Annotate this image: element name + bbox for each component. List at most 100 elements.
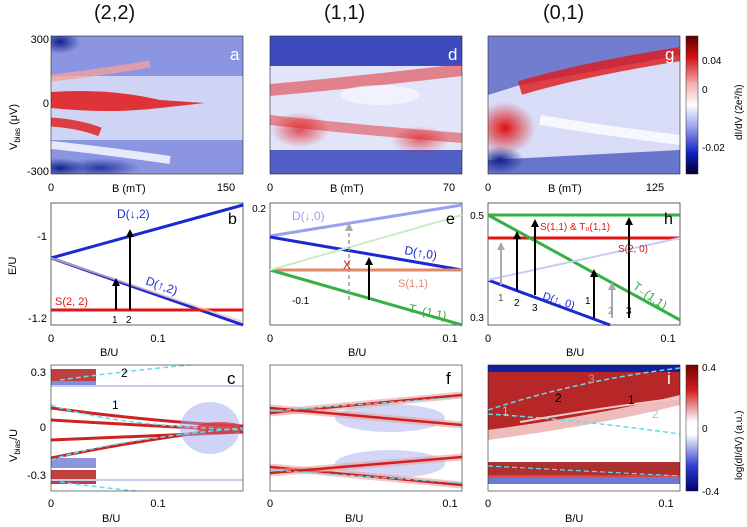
panel-h-arrowhead-g1 bbox=[497, 242, 505, 250]
panel-g-frame bbox=[487, 35, 681, 175]
colorbar-top-tick-004: 0.04 bbox=[702, 56, 722, 67]
panel-b-arrowhead-2 bbox=[126, 229, 134, 237]
panel-a-map bbox=[51, 36, 243, 174]
panel-h-line-dup0 bbox=[487, 278, 611, 327]
panel-d-xtick-70: 70 bbox=[443, 182, 455, 194]
panel-h-label-s11t0: S(1,1) & T₀(1,1) bbox=[540, 222, 610, 233]
panel-h-letter: h bbox=[664, 211, 673, 228]
panel-c-mark-2: 2 bbox=[121, 366, 128, 380]
panel-i-mark-2: 2 bbox=[555, 391, 562, 405]
panel-a-frame bbox=[50, 35, 244, 175]
panel-i-mark-1r: 1 bbox=[628, 393, 635, 407]
panel-f-map bbox=[270, 365, 462, 491]
panel-e-label-dup0: D(↑,0) bbox=[403, 243, 438, 262]
panel-b-faint bbox=[50, 257, 244, 323]
panel-c-mark-1: 1 bbox=[112, 398, 119, 412]
panel-b-xtick-0: 0 bbox=[48, 333, 54, 345]
panel-b-mark-1: 1 bbox=[112, 315, 118, 326]
panel-c-xtick-0: 0 bbox=[48, 498, 54, 510]
panel-d-xtick-0: 0 bbox=[267, 182, 273, 194]
panel-d-map bbox=[270, 36, 462, 174]
panel-e-ytick-02: 0.2 bbox=[252, 204, 266, 215]
panel-b-xlabel: B/U bbox=[100, 347, 118, 359]
panel-g-map bbox=[488, 36, 680, 174]
panel-a-letter: a bbox=[230, 45, 240, 64]
panel-i-map bbox=[488, 365, 680, 491]
panel-b-label-ddown2: D(↓,2) bbox=[117, 207, 150, 221]
panel-h-xtick-01: 0.1 bbox=[660, 333, 675, 345]
colorbar-top bbox=[685, 35, 699, 175]
panel-a-xlabel: B (mT) bbox=[112, 183, 146, 195]
panel-b-ytick-m1: -1 bbox=[37, 231, 47, 243]
panel-b-mark-2: 2 bbox=[126, 315, 132, 326]
panel-g-letter: g bbox=[665, 45, 674, 64]
panel-h-frame bbox=[487, 202, 681, 326]
row2-ylabel: E/U bbox=[7, 257, 19, 275]
row1-ylabel: Vbias (μV) bbox=[8, 104, 22, 150]
column-title-01: (0,1) bbox=[543, 2, 585, 24]
panel-f-xtick-0: 0 bbox=[267, 498, 273, 510]
panel-h-arrowhead-r1 bbox=[590, 269, 598, 277]
panel-i-xlabel: B/U bbox=[565, 513, 583, 525]
panel-i-mark-3: 3 bbox=[588, 372, 595, 386]
panel-c-frame bbox=[50, 364, 244, 492]
row3-ytick-0: 0 bbox=[40, 422, 46, 434]
colorbar-bottom-label: log(dI/dV) (a.u.) bbox=[734, 411, 745, 480]
panel-b-letter: b bbox=[228, 211, 237, 228]
panel-h-arrowhead-b3 bbox=[531, 219, 539, 227]
panel-e-line-dup0 bbox=[269, 235, 463, 272]
panel-d-xlabel: B (mT) bbox=[330, 183, 364, 195]
panel-e-x-mark: X bbox=[343, 258, 351, 272]
panel-g-xtick-125: 125 bbox=[646, 182, 664, 194]
panel-e-line-tm11 bbox=[269, 268, 463, 327]
panel-a-xtick-0: 0 bbox=[48, 182, 54, 194]
panel-i-letter: i bbox=[667, 369, 671, 388]
panel-i-xtick-0: 0 bbox=[485, 498, 491, 510]
panel-i-mark-2r: 2 bbox=[652, 407, 659, 421]
colorbar-top-label: dI/dV (2e²/h) bbox=[734, 84, 745, 140]
panel-e-dashed-head bbox=[345, 222, 353, 231]
panel-e-faint bbox=[269, 214, 463, 271]
colorbar-top-tick-m002: -0.02 bbox=[702, 143, 725, 154]
panel-h-ytick-05: 0.5 bbox=[470, 211, 484, 222]
panel-i-xtick-01: 0.1 bbox=[658, 498, 673, 510]
row1-ytick-0: 0 bbox=[43, 98, 49, 110]
colorbar-top-tick-0: 0 bbox=[702, 85, 708, 96]
row1-ytick-300: 300 bbox=[31, 34, 49, 46]
panel-e-line-ddown0 bbox=[269, 203, 463, 238]
colorbar-bottom bbox=[685, 364, 699, 492]
panel-h-line-tm11 bbox=[487, 213, 681, 322]
panel-e-ytick-m01: -0.1 bbox=[292, 296, 310, 307]
row3-ytick-m03: -0.3 bbox=[27, 470, 46, 482]
panel-e-arrowhead bbox=[365, 257, 373, 265]
panel-b-label-s22: S(2, 2) bbox=[55, 296, 88, 308]
panel-h-arrowhead-r3 bbox=[625, 217, 633, 225]
panel-f-frame bbox=[269, 364, 463, 492]
row3-ylabel: Vbias/U bbox=[8, 429, 22, 462]
panel-d-letter: d bbox=[448, 45, 457, 64]
panel-d-frame bbox=[269, 35, 463, 175]
column-title-11: (1,1) bbox=[324, 2, 366, 24]
panel-h-faint bbox=[487, 237, 681, 281]
panel-e-letter: e bbox=[446, 211, 455, 228]
panel-f-xtick-01: 0.1 bbox=[442, 498, 457, 510]
panel-b-ytick-m12: -1.2 bbox=[28, 313, 47, 325]
panel-h-mark-r2: 2 bbox=[608, 306, 614, 317]
panel-h-mark-l2: 2 bbox=[514, 298, 520, 309]
panel-c-map bbox=[51, 365, 243, 491]
panel-f-letter: f bbox=[446, 369, 451, 388]
panel-e-label-s11: S(1,1) bbox=[398, 278, 428, 290]
panel-h-arrowhead-r2 bbox=[608, 282, 616, 290]
panel-e-label-ddown0: D(↓,0) bbox=[292, 209, 325, 223]
panel-g-xtick-0: 0 bbox=[485, 182, 491, 194]
panel-h-mark-l1: 1 bbox=[498, 293, 504, 304]
panel-h-xlabel: B/U bbox=[566, 347, 584, 359]
panel-h-ytick-03: 0.3 bbox=[470, 313, 484, 324]
panel-a-xtick-150: 150 bbox=[217, 182, 235, 194]
column-title-22: (2,2) bbox=[94, 2, 136, 24]
panel-e-xtick-01: 0.1 bbox=[442, 333, 457, 345]
panel-h-label-s20: S(2, 0) bbox=[618, 244, 648, 255]
panel-i-mark-1l: 1 bbox=[502, 404, 509, 418]
panel-b-arrowhead-1 bbox=[112, 278, 120, 286]
panel-e-xlabel: B/U bbox=[348, 347, 366, 359]
